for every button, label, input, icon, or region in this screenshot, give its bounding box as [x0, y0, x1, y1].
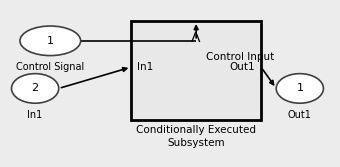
Text: 1: 1: [47, 36, 54, 46]
Ellipse shape: [276, 74, 323, 103]
Text: Out1: Out1: [230, 62, 255, 72]
Text: 2: 2: [32, 84, 39, 93]
Text: Conditionally Executed
Subsystem: Conditionally Executed Subsystem: [136, 125, 256, 148]
Text: In1: In1: [137, 62, 154, 72]
Ellipse shape: [12, 74, 59, 103]
Text: 1: 1: [296, 84, 303, 93]
Text: In1: In1: [28, 110, 43, 120]
Text: Out1: Out1: [288, 110, 312, 120]
Text: Control Input: Control Input: [206, 52, 274, 62]
Bar: [131, 21, 261, 120]
Text: Control Signal: Control Signal: [16, 62, 84, 72]
Text: Ʌ: Ʌ: [191, 31, 201, 45]
Ellipse shape: [20, 26, 81, 56]
